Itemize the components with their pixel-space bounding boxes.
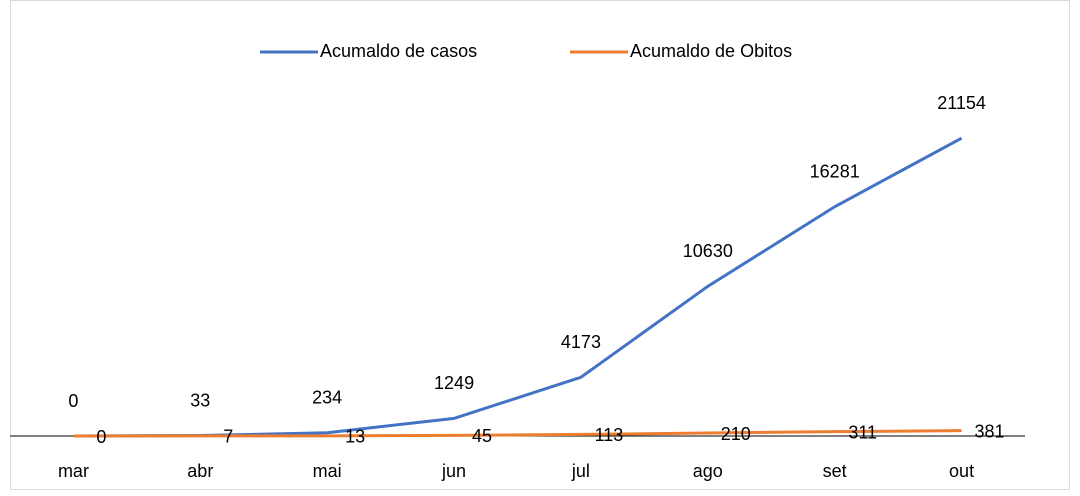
chart-border (10, 0, 1070, 490)
series-line (73, 429, 962, 438)
data-label: 381 (975, 421, 1005, 441)
data-label: 4173 (561, 332, 601, 352)
legend-label: Acumaldo de casos (320, 41, 477, 61)
x-tick-label: jun (441, 461, 466, 481)
x-tick-label: ago (693, 461, 723, 481)
x-tick-label: abr (187, 461, 213, 481)
data-label: 1249 (434, 373, 474, 393)
x-tick-label: mar (58, 461, 89, 481)
data-label: 7 (223, 427, 233, 447)
data-label: 33 (190, 390, 210, 410)
x-tick-label: out (949, 461, 974, 481)
x-tick-label: mai (313, 461, 342, 481)
x-tick-label: set (823, 461, 847, 481)
data-label: 234 (312, 387, 342, 407)
data-label: 0 (96, 427, 106, 447)
data-label: 13 (345, 427, 365, 447)
data-label: 10630 (683, 241, 733, 261)
data-label: 21154 (937, 93, 986, 113)
data-label: 45 (472, 426, 492, 446)
data-label: 16281 (810, 162, 860, 182)
x-tick-label: jul (571, 461, 590, 481)
legend-label: Acumaldo de Obitos (630, 41, 792, 61)
data-label: 210 (721, 424, 751, 444)
data-label: 113 (595, 425, 624, 445)
data-label: 0 (68, 391, 78, 411)
data-label: 311 (848, 422, 877, 442)
